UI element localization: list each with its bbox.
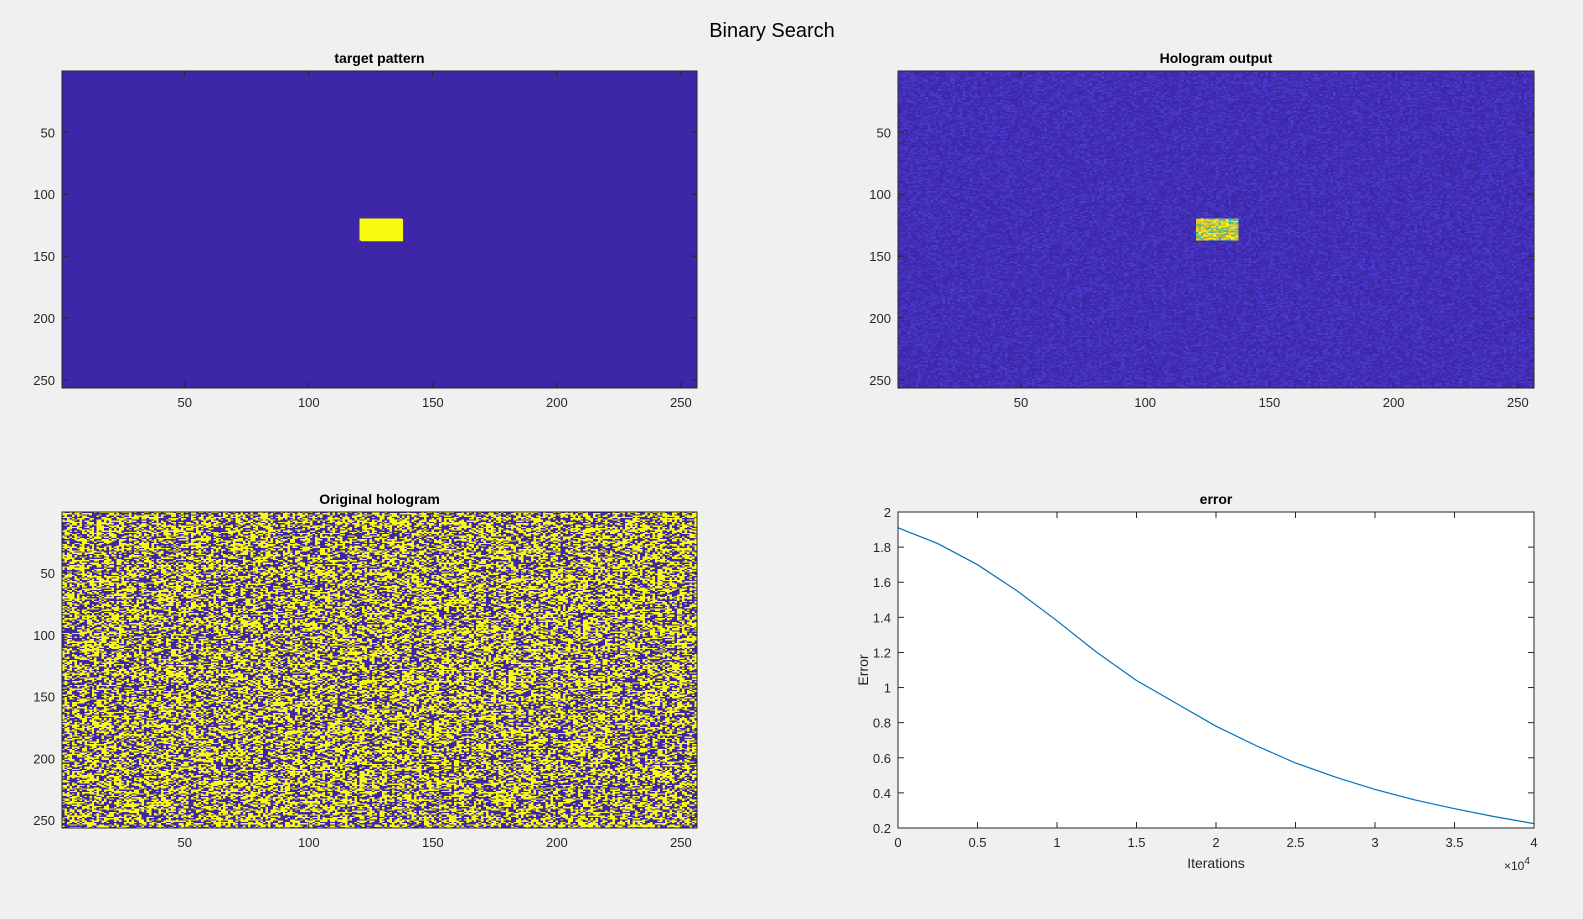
error-series-line <box>897 527 1535 825</box>
heatmap-image <box>898 71 1534 388</box>
x-tick-label: 100 <box>298 835 320 850</box>
x-tick-label: 150 <box>1259 395 1281 410</box>
x-tick-label: 2 <box>1212 835 1219 850</box>
plot-title: target pattern <box>334 50 424 66</box>
y-tick-label: 0.8 <box>873 716 891 731</box>
x-tick-label: 0 <box>894 835 901 850</box>
axes-box <box>897 511 1535 829</box>
heatmap-image <box>62 512 697 828</box>
x-tick-label: 150 <box>422 395 444 410</box>
y-tick-label: 200 <box>869 311 891 326</box>
x-tick-label: 1.5 <box>1127 835 1145 850</box>
x-tick-label: 3.5 <box>1445 835 1463 850</box>
y-tick-label: 2 <box>884 505 891 520</box>
y-tick-label: 250 <box>33 373 55 388</box>
x-tick-label: 100 <box>298 395 320 410</box>
original-hologram-plot: Original hologram 50 100 150 200 250 50 100 150 2… <box>33 491 698 850</box>
y-tick-label: 1 <box>884 681 891 696</box>
x-tick-label: 250 <box>670 835 692 850</box>
x-exponent-label: ×104 <box>1504 856 1530 873</box>
y-tick-label: 50 <box>41 566 55 581</box>
y-tick-label: 100 <box>869 187 891 202</box>
target-pattern-plot: target pattern 50 100 150 200 250 50 100 150 200 2… <box>33 50 698 410</box>
y-tick-label: 100 <box>33 187 55 202</box>
y-tick-label: 150 <box>869 249 891 264</box>
plot-title: Original hologram <box>319 491 440 507</box>
x-tick-label: 50 <box>1014 395 1028 410</box>
y-tick-label: 100 <box>33 628 55 643</box>
y-tick-label: 0.6 <box>873 751 891 766</box>
x-tick-label: 0.5 <box>968 835 986 850</box>
plot-area <box>898 512 1534 828</box>
error-plot: error 0 0.5 1 1.5 2 2.5 3 3.5 4 0.2 0.4 0.6 0.8 1 1.2 1.… <box>855 491 1538 873</box>
x-tick-label: 50 <box>178 835 192 850</box>
y-tick-label: 0.4 <box>873 786 891 801</box>
plot-title: error <box>1200 491 1233 507</box>
x-tick-label: 250 <box>1507 395 1529 410</box>
axes-box <box>897 70 1535 389</box>
x-tick-label: 200 <box>546 395 568 410</box>
y-tick-label: 250 <box>33 813 55 828</box>
hologram-output-plot: Hologram output 50 100 150 200 250 50 100 150 200… <box>869 50 1535 410</box>
x-tick-label: 2.5 <box>1286 835 1304 850</box>
y-tick-label: 150 <box>33 249 55 264</box>
y-tick-label: 250 <box>869 373 891 388</box>
x-tick-label: 50 <box>178 395 192 410</box>
y-axis-label: Error <box>855 654 871 685</box>
x-tick-label: 100 <box>1134 395 1156 410</box>
y-tick-label: 1.8 <box>873 540 891 555</box>
y-tick-label: 200 <box>33 751 55 766</box>
y-tick-label: 1.6 <box>873 575 891 590</box>
y-tick-label: 50 <box>41 125 55 140</box>
target-rectangle <box>360 218 404 242</box>
x-tick-label: 150 <box>422 835 444 850</box>
x-tick-label: 200 <box>546 835 568 850</box>
axes-box <box>61 511 698 829</box>
axes-box <box>61 70 698 389</box>
x-axis-label: Iterations <box>1187 855 1245 871</box>
y-tick-label: 1.2 <box>873 645 891 660</box>
x-tick-label: 250 <box>670 395 692 410</box>
x-exponent-power: 4 <box>1524 856 1530 867</box>
y-tick-label: 200 <box>33 311 55 326</box>
y-tick-label: 50 <box>877 125 891 140</box>
x-tick-label: 4 <box>1530 835 1537 850</box>
figure-title: Binary Search <box>709 20 835 42</box>
x-tick-label: 3 <box>1371 835 1378 850</box>
y-tick-label: 1.4 <box>873 610 891 625</box>
plot-title: Hologram output <box>1160 50 1273 66</box>
x-tick-label: 200 <box>1383 395 1405 410</box>
y-tick-label: 0.2 <box>873 821 891 836</box>
y-tick-label: 150 <box>33 690 55 705</box>
x-tick-label: 1 <box>1053 835 1060 850</box>
